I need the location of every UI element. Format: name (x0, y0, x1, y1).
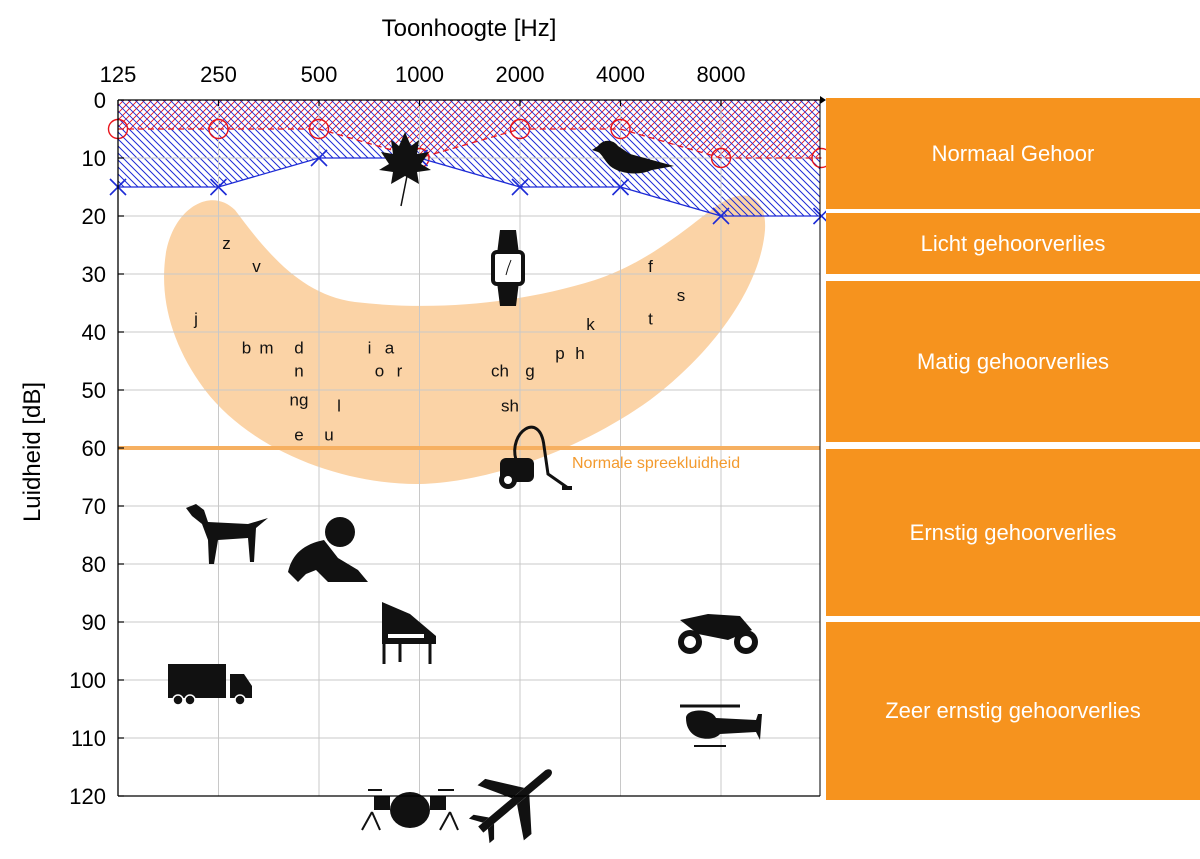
speech-sound-u: u (324, 425, 333, 444)
speech-banana (164, 195, 766, 485)
speech-sounds: z v j b m dn ng l e u i ao r p h ch gsh k f s t (193, 234, 685, 444)
band-mild: Licht gehoorverlies (826, 213, 1200, 274)
y-tick-label: 30 (82, 262, 106, 287)
motorcycle-icon (678, 614, 758, 654)
x-tick-label: 1000 (395, 62, 444, 87)
speech-sound-p: p (555, 344, 564, 363)
data-point-cross (209, 178, 228, 196)
speech-sound-v: v (252, 257, 261, 276)
y-tick-label: 40 (82, 320, 106, 345)
speech-sound-sh: sh (501, 396, 519, 415)
data-point-cross (611, 178, 630, 196)
speech-sound-f: f (648, 257, 653, 276)
speech-sound-t: t (648, 309, 653, 328)
speech-sound-d: d (294, 338, 303, 357)
x-tick-label: 500 (301, 62, 338, 87)
band-normal: Normaal Gehoor (826, 98, 1200, 209)
band-label: Licht gehoorverlies (920, 230, 1106, 256)
y-tick-label: 100 (69, 668, 106, 693)
y-tick-label: 20 (82, 204, 106, 229)
y-axis-title: Luidheid [dB] (19, 382, 46, 522)
data-point-circle (308, 118, 330, 140)
speech-sound-i: i (368, 338, 372, 357)
normal-speech-line: Normale spreekluidheid (118, 446, 820, 472)
x-tick-label: 250 (200, 62, 237, 87)
y-tick-label: 110 (71, 726, 106, 751)
speech-sound-a: a (385, 338, 395, 357)
y-tick-label: 120 (69, 784, 106, 809)
data-point-circle (610, 118, 631, 140)
speech-sound-b: b (242, 338, 251, 357)
y-tick-label: 90 (82, 610, 106, 635)
speech-sound-m: m (259, 338, 273, 357)
speech-sound-o: o (375, 362, 384, 381)
data-point-cross (310, 149, 328, 167)
watch-icon (491, 230, 525, 306)
data-point-cross (511, 178, 529, 196)
band-label: Normaal Gehoor (931, 140, 1095, 166)
speech-sound-j: j (193, 309, 198, 328)
speech-sound-l: l (337, 396, 341, 415)
speech-sound-r: r (397, 362, 403, 381)
truck-icon (168, 664, 252, 706)
x-tick-label: 125 (100, 62, 137, 87)
y-tick-label: 60 (82, 436, 106, 461)
speech-sound-g: g (525, 362, 534, 381)
band-profound: Zeer ernstig gehoorverlies (826, 622, 1200, 800)
dog-icon (186, 504, 268, 564)
axes: 125 250 500 1000 2000 4000 8000 0 10 20 30 40 50 60 70… (69, 62, 826, 809)
y-tick-label: 80 (82, 552, 106, 577)
band-label: Ernstig gehoorverlies (909, 519, 1117, 545)
y-tick-label: 0 (94, 88, 106, 113)
data-point-cross (712, 207, 730, 225)
band-moderate: Matig gehoorverlies (826, 281, 1200, 442)
band-label: Zeer ernstig gehoorverlies (885, 698, 1141, 723)
y-tick-label: 70 (82, 494, 106, 519)
speech-sound-ch: ch (491, 362, 509, 381)
helicopter-icon (680, 704, 762, 747)
piano-icon (382, 602, 436, 664)
speech-sound-z: z (222, 234, 231, 253)
vacuum-cleaner-icon (499, 425, 572, 490)
bird-icon (592, 140, 674, 174)
x-axis-arrow (820, 96, 826, 104)
speech-sound-s: s (677, 286, 686, 305)
speech-sound-e: e (294, 425, 303, 444)
data-point-cross (812, 207, 826, 225)
speech-sound-n: n (294, 362, 303, 381)
speech-level-label: Normale spreekluidheid (572, 455, 740, 472)
band-label: Matig gehoorverlies (917, 348, 1109, 374)
band-severe: Ernstig gehoorverlies (826, 449, 1200, 616)
y-tick-label: 10 (82, 146, 106, 171)
leaf-icon (379, 132, 431, 207)
normal-hearing-area (118, 100, 820, 158)
data-point-circle (811, 147, 826, 169)
x-tick-label: 8000 (697, 62, 746, 87)
speech-sound-h: h (575, 344, 584, 363)
y-tick-label: 50 (82, 378, 106, 403)
data-point-circle (208, 118, 229, 140)
audiogram-chart: Toonhoogte [Hz] Luidheid [dB] Normale sp… (19, 15, 826, 844)
x-tick-label: 2000 (496, 62, 545, 87)
speech-sound-ng: ng (290, 391, 309, 410)
airplane-icon (468, 769, 552, 844)
series-line-2 (118, 157, 822, 217)
baby-icon (288, 517, 368, 582)
data-point-circle (710, 147, 732, 169)
data-point-circle (509, 118, 531, 140)
speech-sound-k: k (586, 315, 595, 334)
x-axis-title: Toonhoogte [Hz] (382, 15, 557, 42)
drums-icon (361, 789, 459, 831)
x-tick-label: 4000 (596, 62, 645, 87)
